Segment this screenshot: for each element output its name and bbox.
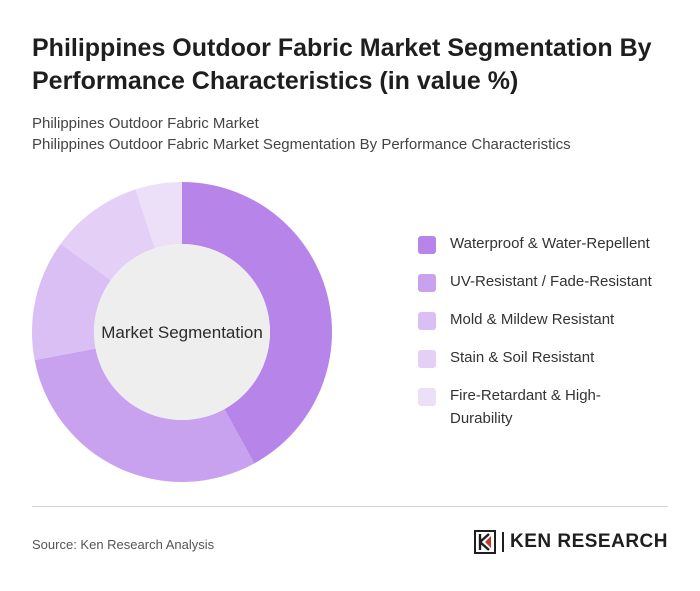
legend-item: Fire-Retardant & High-Durability [418,384,638,430]
donut-chart: Market Segmentation [32,182,333,482]
ken-research-logo-icon [473,530,496,554]
footer-divider [32,506,668,507]
legend-swatch [418,274,436,292]
legend-label: Mold & Mildew Resistant [450,311,615,328]
brand-separator [501,532,504,552]
donut-center [94,244,270,420]
legend-label: Stain & Soil Resistant [450,349,595,366]
subtitle-line-1: Philippines Outdoor Fabric Market [32,115,259,132]
donut-slice-2 [34,348,255,482]
legend-item: UV-Resistant / Fade-Resistant [418,270,678,293]
donut-slice-1 [182,182,333,464]
subtitle-line-2: Philippines Outdoor Fabric Market Segmen… [32,136,571,153]
chart-title: Philippines Outdoor Fabric Market Segmen… [32,34,652,95]
center-label: Market Segmentation [101,323,263,342]
donut-slices [32,182,333,482]
legend-item: Mold & Mildew Resistant [418,308,678,331]
legend-swatch [418,236,436,254]
chart-subtitle: Philippines Outdoor Fabric Market Philip… [32,113,571,155]
legend-label: Fire-Retardant & High-Durability [450,387,601,427]
legend-label: Waterproof & Water-Repellent [450,235,650,252]
brand-name: KEN RESEARCH [509,531,668,552]
legend-label: UV-Resistant / Fade-Resistant [450,273,652,290]
donut-slice-3 [32,243,111,361]
legend-swatch [418,312,436,330]
legend-item: Waterproof & Water-Repellent [418,232,678,255]
source-note: Source: Ken Research Analysis [32,537,215,552]
brand-logo: KEN RESEARCH [473,530,668,554]
chart-legend: Waterproof & Water-Repellent UV-Resistant… [418,232,678,445]
legend-item: Stain & Soil Resistant [418,346,678,369]
legend-swatch [418,388,436,406]
donut-slice-4 [60,189,155,281]
legend-swatch [418,350,436,368]
donut-slice-5 [135,182,182,249]
